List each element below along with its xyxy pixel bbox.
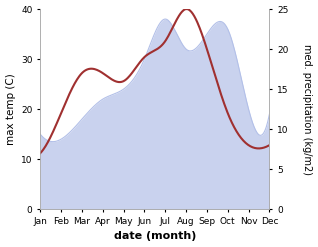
Y-axis label: max temp (C): max temp (C) — [5, 73, 16, 145]
Y-axis label: med. precipitation (kg/m2): med. precipitation (kg/m2) — [302, 44, 313, 175]
X-axis label: date (month): date (month) — [114, 231, 196, 242]
